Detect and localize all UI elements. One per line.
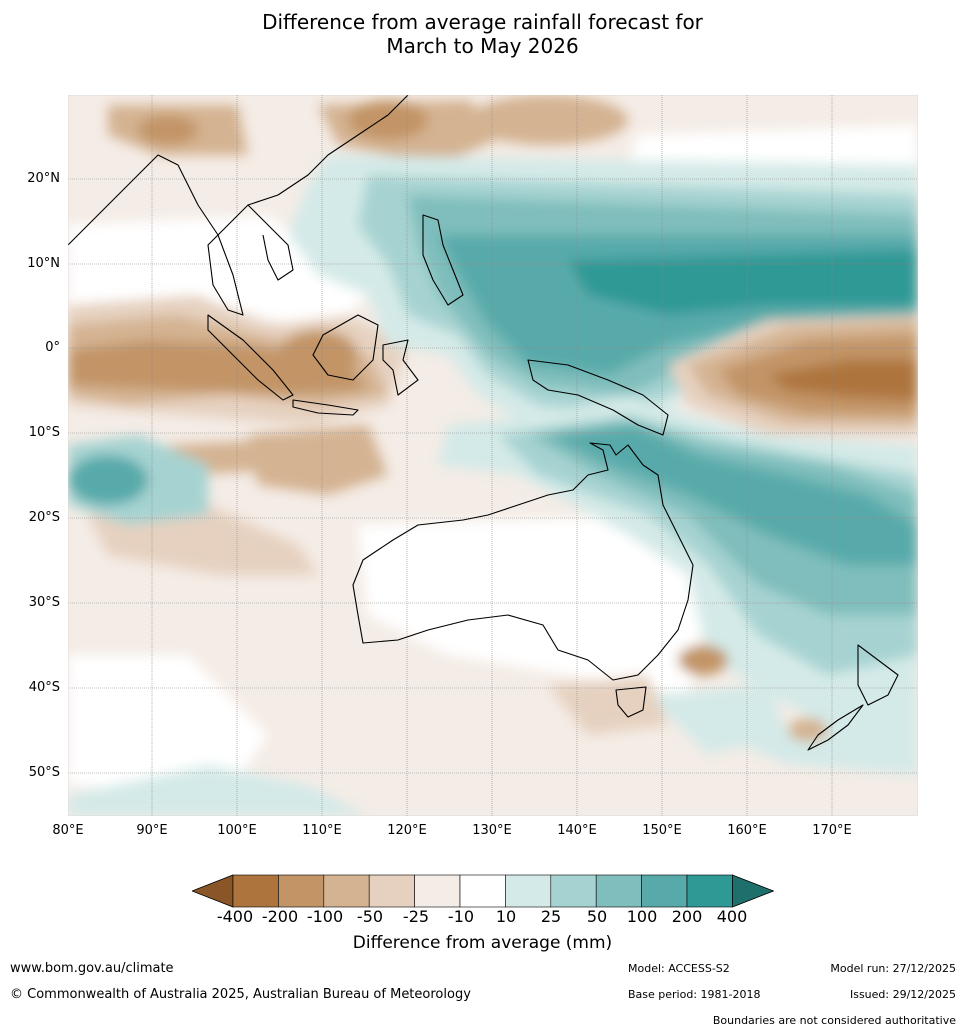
issued-date: Issued: 29/12/2025 (849, 988, 956, 1001)
legend-swatch (641, 874, 688, 908)
lon-label-140e: 140°E (557, 823, 597, 838)
java-coastline (292, 399, 359, 416)
title-line-2: March to May 2026 (386, 34, 579, 58)
lon-label-160e: 160°E (727, 823, 767, 838)
base-period: Base period: 1981-2018 (628, 988, 761, 1001)
legend-swatch (278, 874, 325, 908)
legend-tick: -200 (261, 907, 299, 926)
legend-swatch (232, 874, 279, 908)
legend-tick: -10 (447, 907, 475, 926)
website-link[interactable]: www.bom.gov.au/climate (10, 961, 174, 976)
lat-label-50s: 50°S (28, 765, 60, 780)
new-guinea-coastline (527, 359, 669, 436)
lon-label-110e: 110°E (302, 823, 342, 838)
legend-swatch (550, 874, 597, 908)
lon-label-120e: 120°E (387, 823, 427, 838)
lon-label-130e: 130°E (472, 823, 512, 838)
lon-label-80e: 80°E (52, 823, 84, 838)
legend-colorbar (192, 874, 774, 908)
legend-swatch (414, 874, 461, 908)
borneo-coastline (312, 314, 379, 381)
sumatra-coastline (207, 314, 294, 401)
sulawesi-coastline (382, 339, 419, 396)
title-line-1: Difference from average rainfall forecas… (262, 10, 703, 34)
asia-coastline (68, 95, 409, 316)
new-zealand-north-coastline (857, 644, 899, 706)
lat-label-10s: 10°S (28, 425, 60, 440)
australia-coastline (352, 442, 694, 681)
lat-label-20n: 20°N (27, 171, 60, 186)
legend-title: Difference from average (mm) (352, 933, 613, 953)
lat-label-40s: 40°S (28, 680, 60, 695)
legend-tick: 10 (495, 907, 517, 926)
boundaries-disclaimer: Boundaries are not considered authoritat… (712, 1014, 956, 1027)
model-name: Model: ACCESS-S2 (628, 962, 730, 975)
legend-swatch (323, 874, 370, 908)
indochina-coastline (247, 204, 294, 281)
legend-swatch (686, 874, 733, 908)
lon-label-150e: 150°E (642, 823, 682, 838)
philippines-coastline (422, 214, 464, 306)
legend-arrow-low (192, 874, 234, 908)
chart-title: Difference from average rainfall forecas… (0, 10, 965, 58)
legend-tick: 200 (671, 907, 703, 926)
map-gridlines (68, 95, 918, 816)
rainfall-map (68, 95, 918, 816)
legend-arrow-high (732, 874, 774, 908)
legend-swatch (505, 874, 552, 908)
legend-tick: 50 (586, 907, 608, 926)
legend-tick: 100 (626, 907, 658, 926)
lon-label-170e: 170°E (812, 823, 852, 838)
legend-tick: -25 (402, 907, 430, 926)
tasmania-coastline (615, 686, 647, 718)
legend-swatch (595, 874, 642, 908)
new-zealand-south-coastline (807, 704, 864, 751)
lat-label-0: 0° (45, 340, 60, 355)
rainfall-anomaly-field (68, 95, 918, 816)
lon-label-100e: 100°E (217, 823, 257, 838)
lat-label-20s: 20°S (28, 510, 60, 525)
lat-label-30s: 30°S (28, 595, 60, 610)
copyright-text: © Commonwealth of Australia 2025, Austra… (10, 987, 471, 1002)
legend-tick: 400 (716, 907, 748, 926)
model-run-date: Model run: 27/12/2025 (830, 962, 956, 975)
legend-tick: -50 (356, 907, 384, 926)
legend-tick: -400 (216, 907, 254, 926)
coastlines (68, 95, 899, 751)
legend-tick: -100 (306, 907, 344, 926)
lon-label-90e: 90°E (136, 823, 168, 838)
lat-label-10n: 10°N (27, 256, 60, 271)
legend-swatch (368, 874, 415, 908)
legend-swatch (459, 874, 506, 908)
legend-tick: 25 (540, 907, 562, 926)
